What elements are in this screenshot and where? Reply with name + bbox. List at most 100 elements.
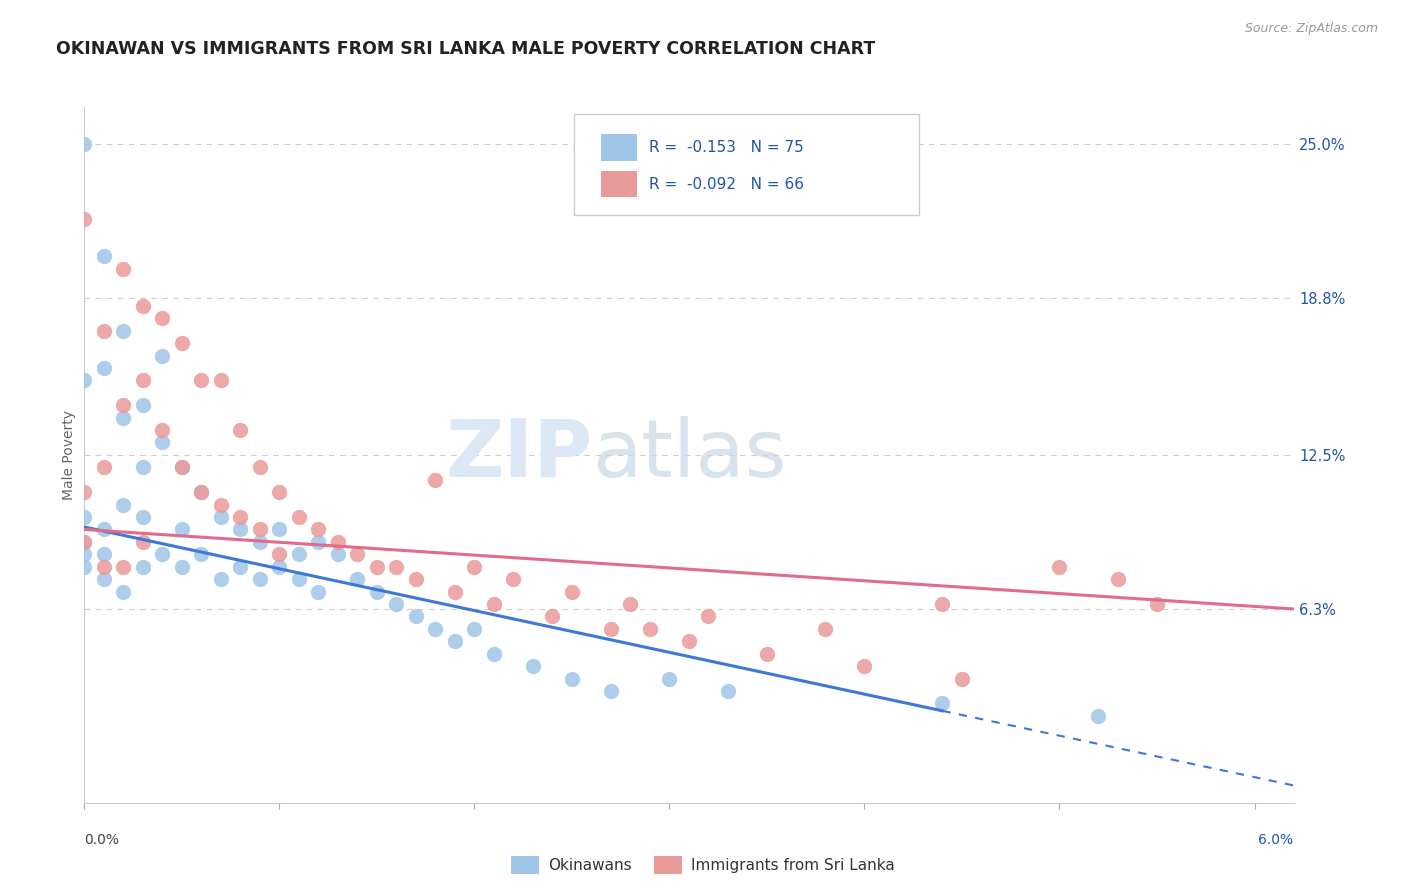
Point [93,361,115,376]
Point [326,547,349,561]
Text: 6.0%: 6.0% [1258,832,1294,847]
Point [269,485,291,500]
Point [950,672,973,686]
Point [269,523,291,537]
Point [73,559,96,574]
Point [209,572,232,586]
Point [600,684,623,698]
Point [132,460,155,475]
Point [132,510,155,524]
Point [112,324,135,338]
Point [405,609,427,624]
Point [385,597,408,611]
Point [678,634,700,648]
Point [209,373,232,387]
Y-axis label: Male Poverty: Male Poverty [62,410,76,500]
Point [73,485,96,500]
Point [444,634,467,648]
Point [1107,572,1129,586]
Point [112,261,135,276]
Point [697,609,720,624]
Point [93,460,115,475]
Point [170,523,193,537]
Point [170,460,193,475]
Text: Source: ZipAtlas.com: Source: ZipAtlas.com [1244,22,1378,36]
Point [814,622,837,636]
Point [132,559,155,574]
Point [853,659,876,673]
Point [522,659,544,673]
Point [73,534,96,549]
Point [269,547,291,561]
Point [73,534,96,549]
Point [1146,597,1168,611]
Point [1087,708,1109,723]
Point [132,373,155,387]
Point [132,398,155,412]
Point [190,547,212,561]
Point [463,622,485,636]
Point [209,510,232,524]
Point [482,597,505,611]
Point [600,622,623,636]
Point [425,473,447,487]
Point [112,398,135,412]
Point [249,523,271,537]
Point [150,311,173,326]
Point [425,622,447,636]
Point [73,373,96,387]
Point [132,299,155,313]
Point [561,584,583,599]
Text: atlas: atlas [592,416,786,494]
Point [346,572,368,586]
Point [150,349,173,363]
Point [346,547,368,561]
Point [463,559,485,574]
Point [755,647,778,661]
Point [405,572,427,586]
Point [561,672,583,686]
Point [170,336,193,351]
Point [931,697,953,711]
Point [190,485,212,500]
Point [269,559,291,574]
Point [150,435,173,450]
Point [229,423,252,437]
Point [73,547,96,561]
Point [307,584,329,599]
Point [93,559,115,574]
Point [541,609,564,624]
Point [288,572,311,586]
Point [249,534,271,549]
Legend: Okinawans, Immigrants from Sri Lanka: Okinawans, Immigrants from Sri Lanka [505,850,901,880]
Point [288,547,311,561]
Point [717,684,740,698]
Point [482,647,505,661]
Point [112,498,135,512]
Text: OKINAWAN VS IMMIGRANTS FROM SRI LANKA MALE POVERTY CORRELATION CHART: OKINAWAN VS IMMIGRANTS FROM SRI LANKA MA… [56,40,876,58]
Point [1049,559,1071,574]
Point [444,584,467,599]
Point [112,410,135,425]
Text: 0.0%: 0.0% [84,832,120,847]
Point [150,423,173,437]
Point [229,510,252,524]
Point [93,523,115,537]
Point [229,559,252,574]
Point [307,523,329,537]
Point [73,510,96,524]
Point [170,460,193,475]
FancyBboxPatch shape [574,114,918,215]
Point [385,559,408,574]
FancyBboxPatch shape [600,134,637,161]
Point [132,534,155,549]
Point [658,672,681,686]
Point [288,510,311,524]
Point [931,597,953,611]
Point [93,249,115,263]
Point [249,572,271,586]
Point [619,597,641,611]
Text: R =  -0.092   N = 66: R = -0.092 N = 66 [650,177,804,192]
Point [73,137,96,152]
Point [112,584,135,599]
